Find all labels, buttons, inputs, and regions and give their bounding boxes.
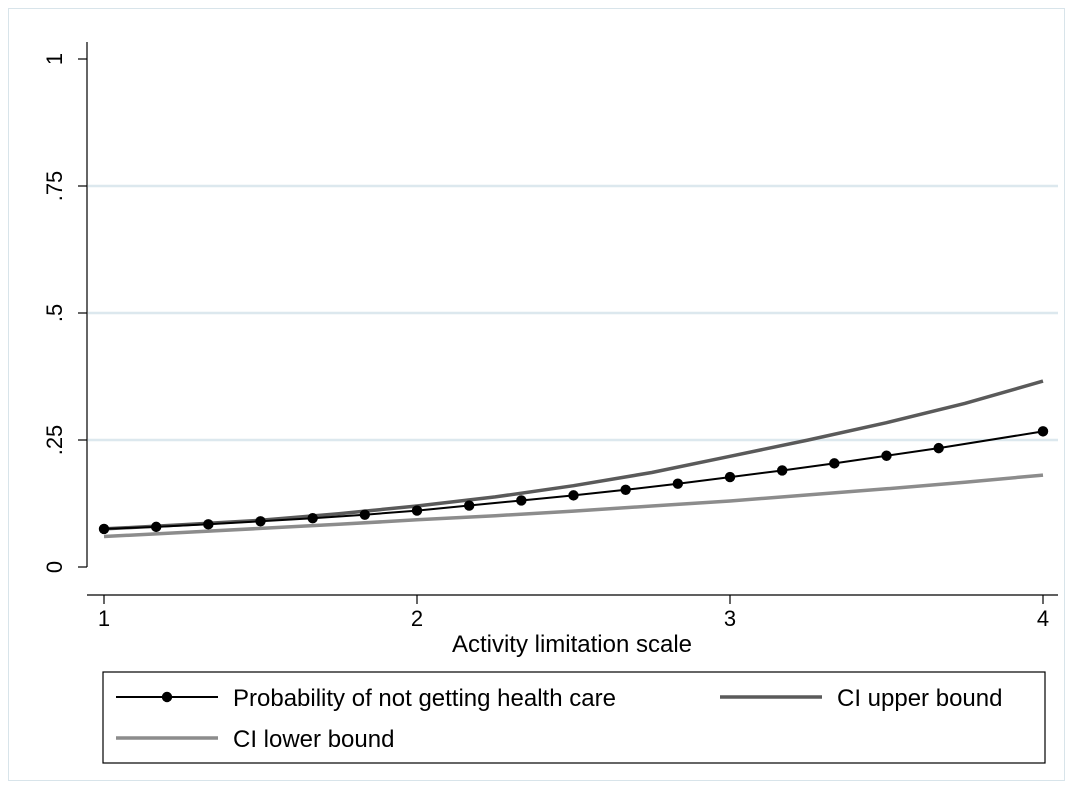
series-line-probability — [103, 430, 1044, 530]
legend-label: CI lower bound — [233, 726, 394, 753]
data-point — [568, 490, 579, 501]
series — [98, 379, 1049, 539]
legend-item-probability: Probability of not getting health care — [116, 685, 616, 712]
legend-box — [102, 671, 1046, 764]
legend-label: Probability of not getting health care — [233, 685, 616, 712]
legend-label: CI upper bound — [837, 685, 1002, 712]
gridlines — [88, 184, 1058, 442]
data-point — [203, 519, 214, 530]
y-tick-label: .75 — [42, 171, 67, 202]
data-point — [1037, 426, 1049, 437]
data-point — [516, 495, 527, 506]
data-point — [933, 442, 944, 454]
chart-frame — [8, 8, 1065, 781]
legend-item-ci-upper: CI upper bound — [720, 685, 1002, 712]
data-point — [672, 478, 684, 489]
legend-items: Probability of not getting health care CI… — [116, 685, 1002, 753]
x-tick-label: 2 — [411, 606, 423, 631]
data-point — [98, 523, 110, 535]
legend-marker — [161, 691, 173, 703]
series-line-ci-lower — [103, 473, 1044, 539]
y-tick-label: .5 — [42, 304, 67, 322]
x-tick-label: 1 — [98, 606, 110, 631]
legend: Probability of not getting health care CI… — [102, 671, 1046, 764]
data-point — [255, 516, 266, 527]
data-point — [829, 458, 840, 469]
data-point — [881, 450, 892, 461]
data-point — [359, 509, 371, 520]
data-point — [776, 465, 788, 476]
legend-item-ci-lower: CI lower bound — [116, 726, 394, 753]
x-axis-title: Activity limitation scale — [452, 631, 692, 658]
data-point — [150, 521, 162, 533]
data-point — [463, 500, 475, 511]
y-tick-label: .25 — [42, 425, 67, 456]
y-tick-label: 1 — [42, 53, 67, 65]
y-tick-label: 0 — [42, 561, 67, 573]
x-tick-label: 4 — [1037, 606, 1049, 631]
data-point — [411, 505, 423, 516]
x-tick-label: 3 — [724, 606, 736, 631]
data-point — [724, 471, 736, 483]
series-line-ci-upper — [103, 379, 1044, 531]
axes: 0 .25 .5 .75 1 1 2 3 4 — [42, 42, 1058, 631]
data-point — [620, 484, 631, 495]
data-point — [307, 513, 318, 524]
